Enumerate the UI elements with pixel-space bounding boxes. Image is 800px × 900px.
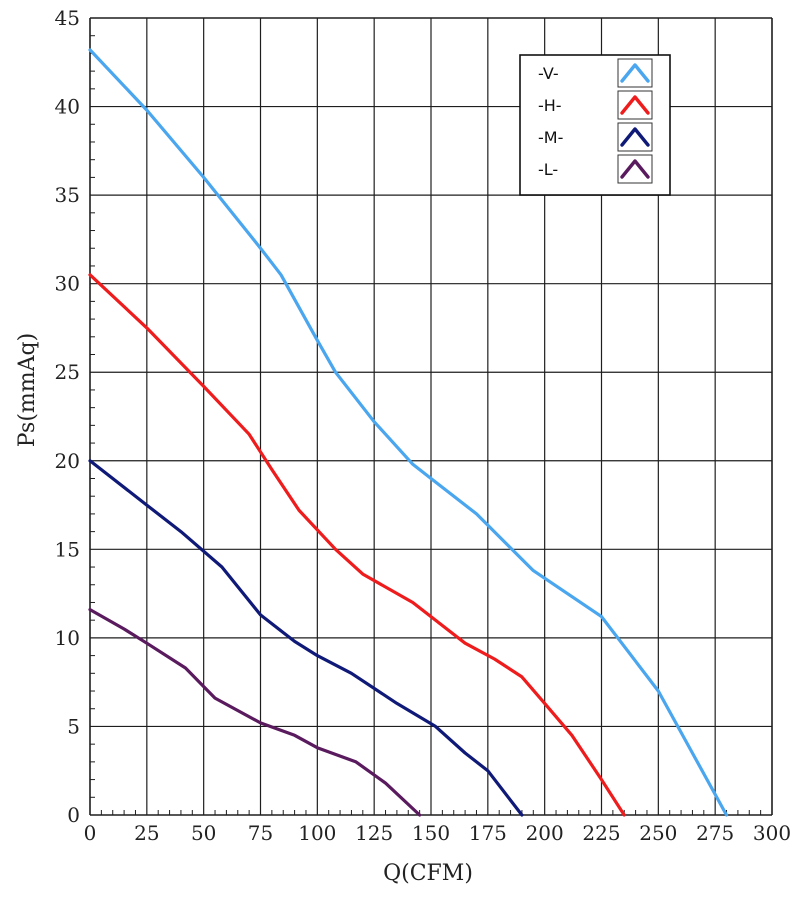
x-tick-label: 150 bbox=[412, 821, 450, 845]
x-tick-label: 75 bbox=[248, 821, 273, 845]
x-tick-label: 25 bbox=[134, 821, 159, 845]
y-tick-label: 25 bbox=[55, 360, 80, 384]
x-tick-label: 225 bbox=[582, 821, 620, 845]
x-tick-label: 100 bbox=[298, 821, 336, 845]
legend-swatch-line bbox=[620, 95, 650, 115]
legend-swatch-line bbox=[620, 159, 650, 179]
y-axis-title: Ps(mmAq) bbox=[15, 333, 40, 447]
series-layer bbox=[88, 48, 729, 817]
axis-label-layer: Q(CFM) Ps(mmAq) 0 25 50 75 100 125 150 175 200 22… bbox=[15, 6, 791, 886]
legend-label: -M- bbox=[538, 128, 563, 147]
series-line-1 bbox=[88, 48, 729, 817]
minor-tick-layer bbox=[90, 35, 762, 815]
y-tick-label: 10 bbox=[55, 626, 80, 650]
series-line-3 bbox=[88, 459, 524, 817]
series-line-2 bbox=[88, 273, 626, 817]
legend-label: -L- bbox=[538, 160, 558, 179]
y-tick-label: 35 bbox=[55, 183, 80, 207]
x-tick-label: 125 bbox=[355, 821, 393, 845]
legend-swatch-box bbox=[617, 58, 653, 88]
series-line-4 bbox=[88, 607, 422, 817]
x-axis-title: Q(CFM) bbox=[383, 861, 473, 886]
legend-label: -V- bbox=[538, 64, 559, 83]
x-tick-label: 0 bbox=[84, 821, 97, 845]
legend-swatch-box bbox=[617, 90, 653, 120]
y-tick-label: 40 bbox=[55, 95, 80, 119]
x-tick-label: 200 bbox=[526, 821, 564, 845]
legend-swatch-box bbox=[617, 154, 653, 184]
y-tick-label: 15 bbox=[55, 537, 80, 561]
legend-swatch-line bbox=[620, 63, 650, 83]
y-tick-label: 30 bbox=[55, 272, 80, 296]
y-tick-label: 45 bbox=[55, 6, 80, 30]
y-tick-label: 20 bbox=[55, 449, 80, 473]
x-tick-label: 300 bbox=[753, 821, 791, 845]
legend-label: -H- bbox=[538, 96, 562, 115]
legend-swatch-box bbox=[617, 122, 653, 152]
x-tick-label: 175 bbox=[469, 821, 507, 845]
legend-swatch-line bbox=[620, 127, 650, 147]
x-tick-label: 50 bbox=[191, 821, 216, 845]
x-tick-label: 275 bbox=[696, 821, 734, 845]
y-tick-label: 5 bbox=[67, 714, 80, 738]
x-tick-label: 250 bbox=[639, 821, 677, 845]
legend: -V- -H- -M- -L- bbox=[519, 54, 671, 196]
y-tick-label: 0 bbox=[67, 803, 80, 827]
